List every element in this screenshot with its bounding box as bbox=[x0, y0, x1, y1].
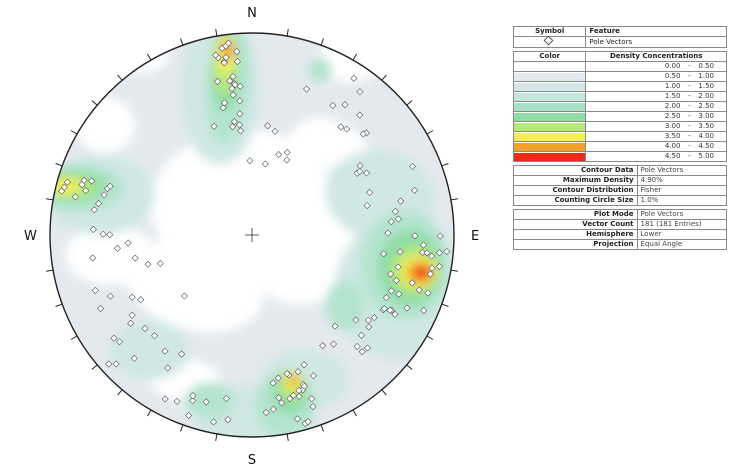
density-swatch bbox=[514, 102, 586, 111]
info-row: Maximum Density 4.90% bbox=[513, 175, 728, 186]
south-label: S bbox=[248, 453, 256, 466]
info-value: Pole Vectors bbox=[636, 165, 728, 176]
east-label: E bbox=[471, 229, 479, 244]
info-value: Fisher bbox=[636, 185, 728, 196]
info-value: Lower bbox=[636, 229, 728, 240]
info-row: Contour Data Pole Vectors bbox=[513, 165, 728, 176]
density-range: 3.50-4.00 bbox=[585, 131, 727, 142]
info-row: Contour Distribution Fisher bbox=[513, 185, 728, 196]
stereonet-plot: N S E W bbox=[24, 6, 479, 466]
info-row: Plot Mode Pole Vectors bbox=[513, 209, 728, 220]
info-row: Vector Count 181 (181 Entries) bbox=[513, 219, 728, 230]
info-key: Counting Circle Size bbox=[513, 195, 638, 206]
density-header: Density Concentrations bbox=[585, 51, 727, 62]
diamond-icon bbox=[543, 35, 554, 46]
density-row: 3.00-3.50 bbox=[512, 121, 727, 132]
primitive-circle bbox=[49, 32, 455, 438]
north-label: N bbox=[247, 6, 257, 21]
symbol-header: Symbol bbox=[512, 26, 587, 37]
info-key: Projection bbox=[513, 239, 638, 250]
density-swatch bbox=[514, 62, 586, 71]
density-row: 2.50-3.00 bbox=[512, 111, 727, 122]
info-key: Plot Mode bbox=[513, 209, 638, 220]
center-cross bbox=[245, 228, 259, 242]
density-swatch bbox=[514, 92, 586, 101]
feature-header: Feature bbox=[585, 26, 727, 37]
density-swatch bbox=[514, 122, 586, 131]
info-row: Counting Circle Size 1.0% bbox=[513, 195, 728, 206]
density-range: 4.00-4.50 bbox=[585, 141, 727, 152]
density-swatch bbox=[514, 152, 586, 161]
info-value: 4.90% bbox=[636, 175, 728, 186]
density-range: 2.50-3.00 bbox=[585, 111, 727, 122]
info-value: 181 (181 Entries) bbox=[636, 219, 728, 230]
contour-info-table: Contour Data Pole Vectors Maximum Density 4… bbox=[513, 165, 728, 206]
density-row: 0.50-1.00 bbox=[512, 71, 727, 82]
density-range: 4.50-5.00 bbox=[585, 151, 727, 162]
info-key: Contour Data bbox=[513, 165, 638, 176]
info-key: Maximum Density bbox=[513, 175, 638, 186]
density-swatch bbox=[514, 72, 586, 81]
density-table: Color Density Concentrations 0.00-0.50 0.… bbox=[512, 51, 727, 162]
density-row: 2.00-2.50 bbox=[512, 101, 727, 112]
density-swatch bbox=[514, 112, 586, 121]
west-label: W bbox=[24, 229, 37, 244]
density-swatch bbox=[514, 82, 586, 91]
info-value: Pole Vectors bbox=[636, 209, 728, 220]
info-value: 1.0% bbox=[636, 195, 728, 206]
density-row: 4.50-5.00 bbox=[512, 151, 727, 162]
density-row: 1.50-2.00 bbox=[512, 91, 727, 102]
density-range: 1.50-2.00 bbox=[585, 91, 727, 102]
density-row: 3.50-4.00 bbox=[512, 131, 727, 142]
density-swatch bbox=[514, 132, 586, 141]
info-value: Equal Angle bbox=[636, 239, 728, 250]
density-range: 2.00-2.50 bbox=[585, 101, 727, 112]
density-range: 1.00-1.50 bbox=[585, 81, 727, 92]
density-row: 1.00-1.50 bbox=[512, 81, 727, 92]
info-key: Vector Count bbox=[513, 219, 638, 230]
plot-info-table: Plot Mode Pole Vectors Vector Count 181 (18… bbox=[513, 209, 728, 250]
pole-vectors bbox=[58, 39, 451, 428]
info-key: Hemisphere bbox=[513, 229, 638, 240]
feature-value: Pole Vectors bbox=[585, 36, 727, 48]
info-row: Hemisphere Lower bbox=[513, 229, 728, 240]
azimuth-ticks bbox=[46, 29, 458, 441]
density-row: 0.00-0.50 bbox=[512, 61, 727, 72]
density-row: 4.00-4.50 bbox=[512, 141, 727, 152]
symbol-table: Symbol Feature Pole Vectors bbox=[512, 26, 727, 48]
info-key: Contour Distribution bbox=[513, 185, 638, 196]
density-range: 3.00-3.50 bbox=[585, 121, 727, 132]
info-row: Projection Equal Angle bbox=[513, 239, 728, 250]
legend-panel: Symbol Feature Pole Vectors Color Densit… bbox=[512, 26, 728, 253]
density-swatch bbox=[514, 142, 586, 151]
color-header: Color bbox=[512, 51, 587, 62]
density-range: 0.00-0.50 bbox=[585, 61, 727, 72]
density-range: 0.50-1.00 bbox=[585, 71, 727, 82]
